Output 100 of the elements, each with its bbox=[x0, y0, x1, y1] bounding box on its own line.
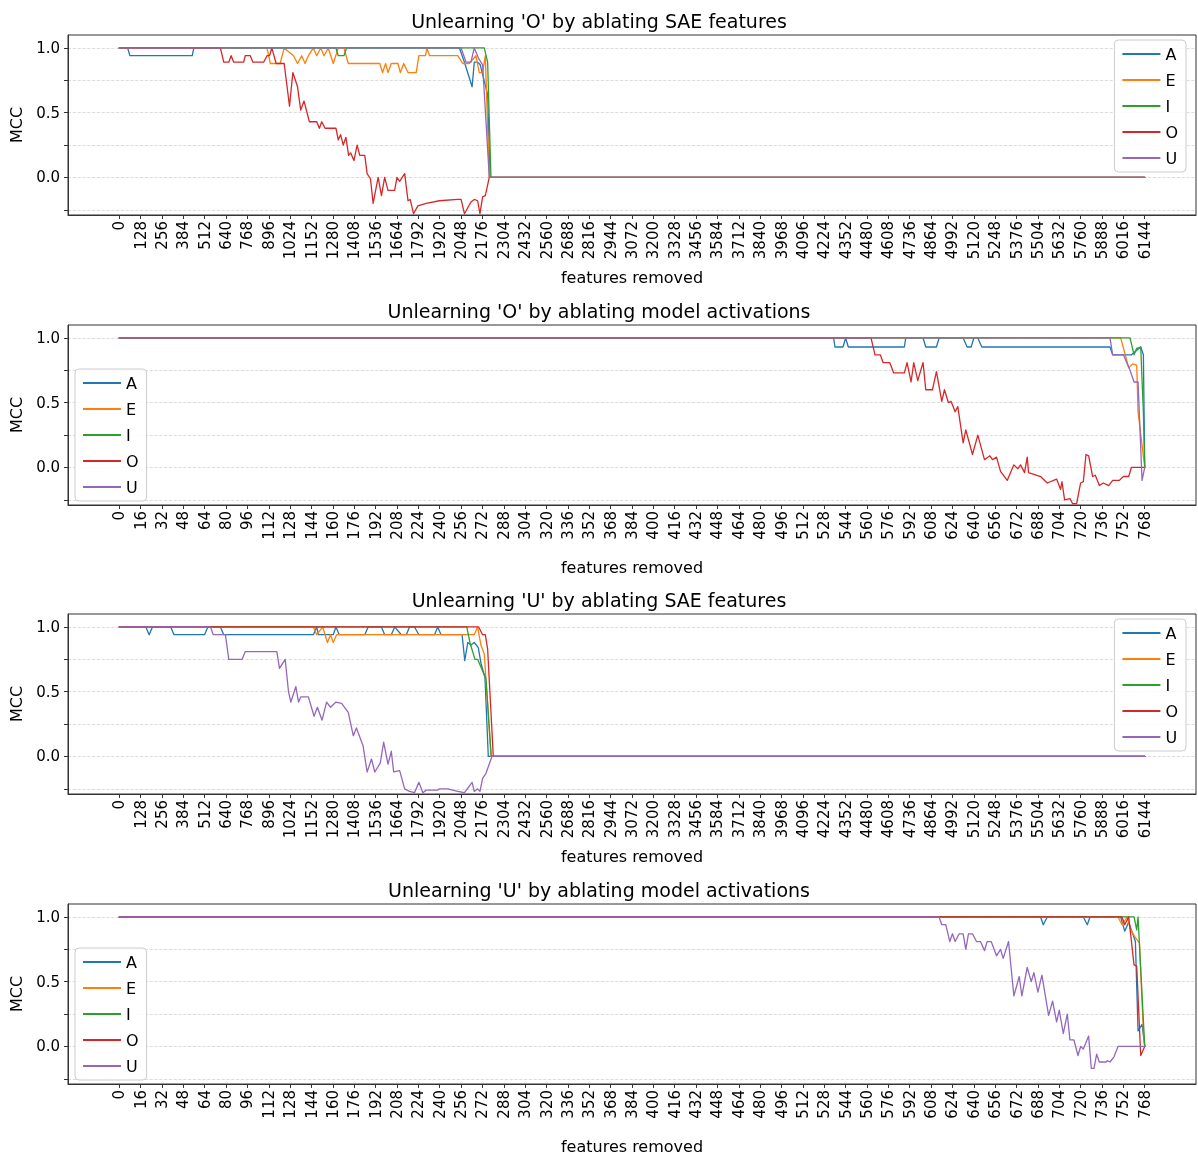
legend-label: A bbox=[126, 952, 137, 971]
x-tick-label: 656 bbox=[986, 510, 1005, 540]
x-tick-label: 464 bbox=[729, 1089, 748, 1119]
x-tick-label: 2176 bbox=[473, 221, 492, 260]
x-tick-label: 768 bbox=[1135, 510, 1154, 540]
chart-title: Unlearning 'O' by ablating model activations bbox=[387, 299, 811, 321]
x-tick-label: 2048 bbox=[452, 221, 471, 260]
x-tick-label: 2688 bbox=[558, 221, 577, 260]
x-tick-label: 4352 bbox=[836, 221, 855, 260]
legend-label: E bbox=[126, 399, 137, 418]
x-tick-label: 5248 bbox=[986, 800, 1005, 839]
x-tick-label: 448 bbox=[708, 1089, 727, 1119]
x-tick-label: 3968 bbox=[772, 221, 791, 260]
x-tick-label: 5248 bbox=[986, 221, 1005, 260]
x-tick-label: 720 bbox=[1071, 1089, 1090, 1119]
legend-label: U bbox=[1165, 727, 1178, 747]
legend-label: O bbox=[1165, 701, 1178, 721]
x-tick-label: 272 bbox=[473, 510, 492, 540]
legend-label: I bbox=[1165, 675, 1171, 695]
x-tick-label: 4224 bbox=[815, 221, 834, 260]
x-tick-label: 480 bbox=[751, 1089, 770, 1119]
x-tick-label: 4480 bbox=[858, 221, 876, 260]
x-tick-label: 256 bbox=[153, 221, 171, 250]
y-axis-title: MCC bbox=[6, 396, 26, 433]
x-tick-label: 4992 bbox=[943, 221, 962, 260]
x-tick-label: 656 bbox=[986, 1089, 1005, 1119]
x-tick-label: 32 bbox=[153, 1089, 171, 1109]
legend-label: E bbox=[1165, 70, 1176, 90]
legend-label: I bbox=[126, 1004, 131, 1023]
x-tick-label: 4736 bbox=[900, 800, 919, 839]
x-tick-label: 160 bbox=[323, 510, 342, 540]
x-tick-label: 896 bbox=[259, 800, 278, 829]
x-tick-label: 560 bbox=[858, 1089, 876, 1119]
x-tick-label: 352 bbox=[580, 1089, 599, 1119]
x-tick-label: 1792 bbox=[409, 221, 428, 260]
x-tick-label: 1920 bbox=[430, 221, 449, 260]
x-tick-label: 64 bbox=[195, 1089, 214, 1109]
x-tick-label: 368 bbox=[601, 510, 620, 540]
x-tick-label: 688 bbox=[1028, 1089, 1047, 1119]
legend-label: I bbox=[1165, 96, 1171, 116]
x-tick-label: 3072 bbox=[623, 221, 641, 260]
x-tick-label: 544 bbox=[836, 1089, 855, 1119]
chart-title: Unlearning 'U' by ablating SAE features bbox=[411, 588, 787, 611]
legend-label: E bbox=[126, 978, 137, 997]
x-tick-label: 496 bbox=[772, 1089, 791, 1119]
x-tick-label: 336 bbox=[558, 1089, 577, 1119]
x-tick-label: 240 bbox=[430, 510, 449, 540]
x-tick-label: 432 bbox=[687, 1089, 706, 1119]
x-tick-label: 224 bbox=[409, 510, 428, 540]
x-tick-label: 5632 bbox=[1050, 800, 1069, 839]
x-tick-label: 1408 bbox=[345, 221, 364, 260]
x-tick-label: 384 bbox=[623, 510, 641, 540]
x-tick-label: 1280 bbox=[323, 800, 342, 839]
x-tick-label: 3584 bbox=[708, 800, 727, 839]
y-tick-label: 1.0 bbox=[36, 328, 60, 347]
x-tick-label: 176 bbox=[345, 510, 364, 540]
x-tick-label: 192 bbox=[366, 510, 385, 540]
x-tick-label: 2304 bbox=[494, 800, 513, 839]
x-tick-label: 512 bbox=[793, 1089, 812, 1119]
x-tick-label: 2304 bbox=[494, 221, 513, 260]
x-tick-label: 432 bbox=[687, 510, 706, 540]
x-tick-label: 256 bbox=[452, 1089, 471, 1119]
x-tick-label: 3840 bbox=[751, 221, 770, 260]
x-tick-label: 2816 bbox=[580, 800, 599, 839]
x-tick-label: 4608 bbox=[879, 800, 898, 839]
x-tick-label: 4736 bbox=[900, 221, 919, 260]
x-tick-label: 704 bbox=[1050, 1089, 1069, 1119]
x-tick-label: 144 bbox=[302, 1089, 321, 1119]
x-tick-label: 64 bbox=[195, 510, 214, 530]
x-tick-label: 336 bbox=[558, 510, 577, 540]
x-tick-label: 4096 bbox=[793, 800, 812, 839]
x-tick-label: 768 bbox=[1135, 1089, 1154, 1119]
x-tick-label: 3456 bbox=[687, 800, 706, 839]
x-tick-label: 704 bbox=[1050, 510, 1069, 540]
x-tick-label: 5376 bbox=[1007, 800, 1026, 839]
x-tick-label: 528 bbox=[815, 510, 834, 540]
x-tick-label: 3968 bbox=[772, 800, 791, 839]
x-tick-label: 1536 bbox=[366, 221, 385, 260]
x-tick-label: 144 bbox=[302, 510, 321, 540]
x-tick-label: 464 bbox=[729, 510, 748, 540]
x-tick-label: 1664 bbox=[388, 800, 406, 839]
x-tick-label: 80 bbox=[217, 1089, 236, 1109]
x-tick-label: 16 bbox=[131, 1089, 150, 1109]
x-tick-label: 512 bbox=[195, 221, 214, 250]
x-tick-label: 4480 bbox=[858, 800, 876, 839]
x-tick-label: 1152 bbox=[302, 221, 321, 260]
x-tick-label: 352 bbox=[580, 510, 599, 540]
x-tick-label: 4608 bbox=[879, 221, 898, 260]
x-tick-label: 32 bbox=[153, 510, 171, 530]
x-tick-label: 3584 bbox=[708, 221, 727, 260]
x-axis-title: features removed bbox=[560, 846, 704, 866]
x-tick-label: 96 bbox=[238, 510, 257, 530]
y-tick-label: 0.0 bbox=[36, 747, 60, 766]
x-tick-label: 1024 bbox=[281, 800, 300, 839]
x-tick-label: 6144 bbox=[1135, 800, 1154, 839]
chart-title: Unlearning 'U' by ablating model activations bbox=[388, 878, 810, 900]
x-tick-label: 720 bbox=[1071, 510, 1090, 540]
x-tick-label: 5760 bbox=[1071, 221, 1090, 260]
x-tick-label: 1408 bbox=[345, 800, 364, 839]
x-tick-label: 2176 bbox=[473, 800, 492, 839]
